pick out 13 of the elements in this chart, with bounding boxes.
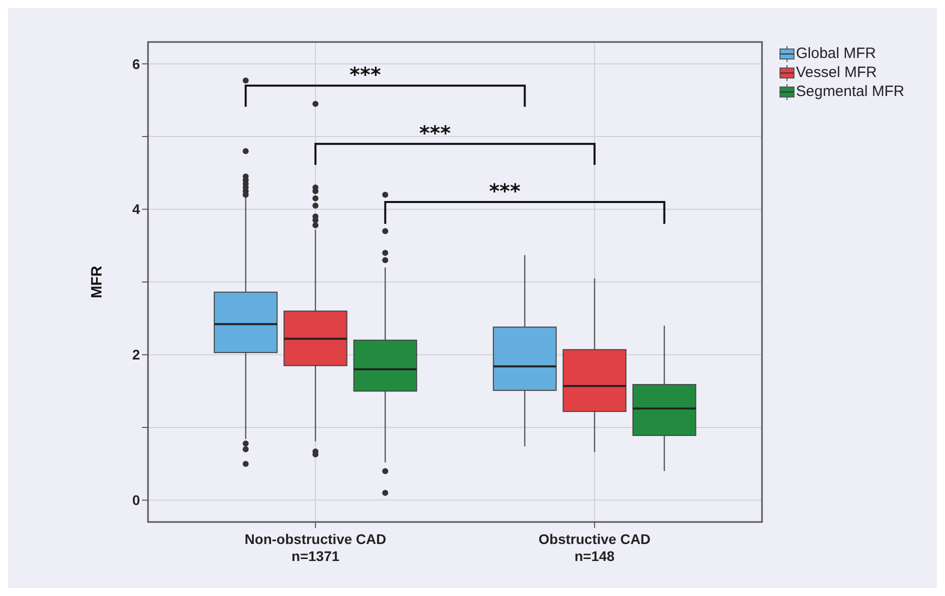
y-tick-label: 2 bbox=[132, 346, 140, 363]
x-tick-label: Non-obstructive CAD n=1371 bbox=[244, 531, 386, 564]
x-tick-label: Obstructive CAD n=148 bbox=[538, 531, 651, 564]
annotation: *** bbox=[350, 62, 382, 87]
y-tick-label: 6 bbox=[132, 56, 140, 72]
y-axis-title: MFR bbox=[88, 266, 106, 298]
legend-label: Segmental MFR bbox=[796, 83, 904, 100]
annotation: *** bbox=[489, 179, 521, 203]
annotation: *** bbox=[419, 120, 452, 145]
y-tick-label: 4 bbox=[132, 201, 140, 218]
legend-label: Vessel MFR bbox=[796, 64, 877, 81]
y-tick-label: 0 bbox=[132, 492, 140, 508]
legend-label: Global MFR bbox=[796, 45, 876, 62]
